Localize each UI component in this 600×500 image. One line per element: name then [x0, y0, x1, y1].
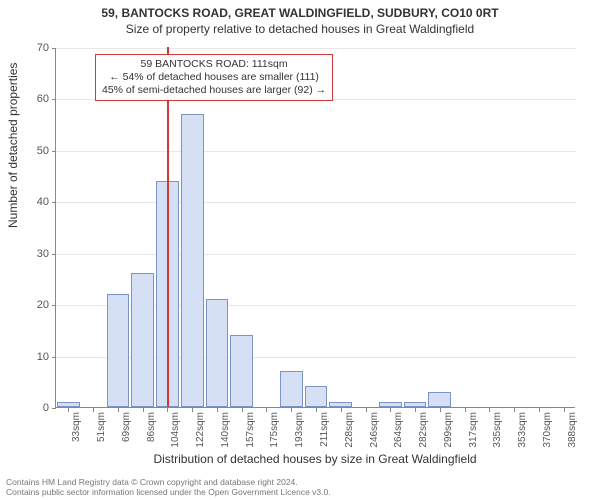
xtick-label: 157sqm [245, 412, 256, 448]
xtick-label: 264sqm [393, 412, 404, 448]
histogram-bar [404, 402, 427, 407]
histogram-bar [230, 335, 253, 407]
chart-title-sub: Size of property relative to detached ho… [0, 20, 600, 36]
ytick-mark [52, 357, 56, 358]
plot-region: 33sqm51sqm69sqm86sqm104sqm122sqm140sqm15… [55, 48, 575, 408]
xtick-label: 317sqm [468, 412, 479, 448]
xtick-label: 282sqm [418, 412, 429, 448]
xtick-label: 122sqm [195, 412, 206, 448]
ytick-label: 50 [19, 145, 49, 157]
ytick-mark [52, 202, 56, 203]
xtick-label: 388sqm [567, 412, 578, 448]
xtick-label: 175sqm [269, 412, 280, 448]
xtick-mark [465, 408, 466, 412]
chart-title-main: 59, BANTOCKS ROAD, GREAT WALDINGFIELD, S… [0, 0, 600, 20]
histogram-bar [329, 402, 352, 407]
xtick-mark [93, 408, 94, 412]
ytick-label: 60 [19, 93, 49, 105]
ytick-mark [52, 408, 56, 409]
xtick-label: 370sqm [542, 412, 553, 448]
footer-line2: Contains public sector information licen… [6, 488, 331, 498]
xtick-label: 104sqm [170, 412, 181, 448]
xtick-mark [167, 408, 168, 412]
xtick-mark [143, 408, 144, 412]
ytick-label: 10 [19, 351, 49, 363]
histogram-bar [206, 299, 229, 407]
xtick-label: 86sqm [146, 412, 157, 442]
xtick-mark [390, 408, 391, 412]
xtick-label: 353sqm [517, 412, 528, 448]
annotation-box: 59 BANTOCKS ROAD: 111sqm ← 54% of detach… [95, 54, 333, 101]
annotation-line2: ← 54% of detached houses are smaller (11… [102, 71, 326, 84]
annotation-line3: 45% of semi-detached houses are larger (… [102, 84, 326, 97]
ytick-label: 30 [19, 248, 49, 260]
xtick-mark [217, 408, 218, 412]
histogram-bar [131, 273, 154, 407]
xtick-label: 193sqm [294, 412, 305, 448]
ytick-label: 0 [19, 402, 49, 414]
xtick-mark [291, 408, 292, 412]
ytick-mark [52, 254, 56, 255]
xtick-label: 299sqm [443, 412, 454, 448]
ytick-mark [52, 151, 56, 152]
xtick-mark [366, 408, 367, 412]
histogram-bar [305, 386, 328, 407]
xtick-label: 33sqm [71, 412, 82, 442]
xtick-mark [68, 408, 69, 412]
xtick-label: 228sqm [344, 412, 355, 448]
ytick-label: 40 [19, 196, 49, 208]
histogram-bar [181, 114, 204, 407]
ytick-mark [52, 48, 56, 49]
xtick-label: 335sqm [492, 412, 503, 448]
footer-attribution: Contains HM Land Registry data © Crown c… [6, 478, 331, 498]
ytick-mark [52, 99, 56, 100]
xtick-label: 51sqm [96, 412, 107, 442]
xtick-mark [316, 408, 317, 412]
xtick-mark [118, 408, 119, 412]
histogram-bar [379, 402, 402, 407]
gridline [56, 48, 576, 49]
chart-area: 33sqm51sqm69sqm86sqm104sqm122sqm140sqm15… [55, 48, 575, 408]
x-axis-label: Distribution of detached houses by size … [55, 452, 575, 466]
xtick-mark [192, 408, 193, 412]
xtick-mark [564, 408, 565, 412]
histogram-bar [57, 402, 80, 407]
xtick-mark [415, 408, 416, 412]
xtick-label: 246sqm [369, 412, 380, 448]
ytick-label: 70 [19, 42, 49, 54]
xtick-mark [242, 408, 243, 412]
y-axis-label: Number of detached properties [6, 63, 20, 228]
xtick-label: 69sqm [121, 412, 132, 442]
xtick-mark [341, 408, 342, 412]
gridline [56, 202, 576, 203]
xtick-mark [440, 408, 441, 412]
xtick-label: 140sqm [220, 412, 231, 448]
annotation-line1: 59 BANTOCKS ROAD: 111sqm [102, 58, 326, 71]
histogram-bar [107, 294, 130, 407]
ytick-label: 20 [19, 299, 49, 311]
histogram-bar [428, 392, 451, 407]
xtick-mark [514, 408, 515, 412]
gridline [56, 254, 576, 255]
xtick-mark [489, 408, 490, 412]
xtick-mark [266, 408, 267, 412]
gridline [56, 151, 576, 152]
xtick-label: 211sqm [319, 412, 330, 447]
histogram-bar [280, 371, 303, 407]
ytick-mark [52, 305, 56, 306]
xtick-mark [539, 408, 540, 412]
